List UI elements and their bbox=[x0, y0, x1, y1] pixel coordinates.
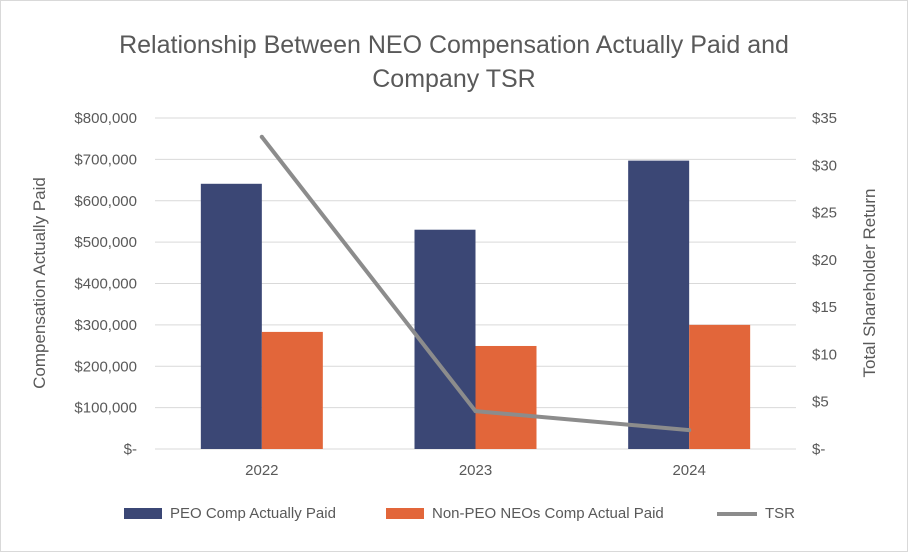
tsr-point-2023 bbox=[473, 409, 478, 414]
left-axis-title: Compensation Actually Paid bbox=[30, 177, 49, 389]
tsr-point-2024 bbox=[687, 428, 692, 433]
left-axis-ticks: $- $100,000 $200,000 $300,000 $400,000 $500,0… bbox=[74, 110, 137, 458]
left-axis-tick-label: $200,000 bbox=[74, 358, 137, 375]
bar-non-peo-2023 bbox=[475, 345, 537, 449]
x-axis-tick-label: 2024 bbox=[672, 462, 705, 479]
legend-swatch-non-peo bbox=[386, 508, 424, 519]
legend-label-non-peo: Non-PEO NEOs Comp Actual Paid bbox=[432, 505, 664, 522]
bar-non-peo-2022 bbox=[261, 331, 323, 449]
bar-non-peo-2024 bbox=[689, 324, 751, 449]
left-axis-tick-label: $700,000 bbox=[74, 151, 137, 168]
left-axis-tick-label: $- bbox=[124, 441, 137, 458]
chart-title-line-2: Company TSR bbox=[372, 65, 536, 93]
legend-item-peo: PEO Comp Actually Paid bbox=[124, 505, 336, 522]
bar-peo-2022 bbox=[200, 183, 262, 449]
right-axis-tick-label: $10 bbox=[812, 346, 837, 363]
legend-label-peo: PEO Comp Actually Paid bbox=[170, 505, 336, 522]
bar-peo-2023 bbox=[414, 229, 476, 449]
left-axis-tick-label: $600,000 bbox=[74, 193, 137, 210]
right-axis-ticks: $- $5 $10 $15 $20 $25 $30 $35 bbox=[812, 110, 837, 458]
x-axis-tick-label: 2023 bbox=[459, 462, 492, 479]
x-axis-tick-label: 2022 bbox=[245, 462, 278, 479]
left-axis-tick-label: $400,000 bbox=[74, 276, 137, 293]
x-axis-ticks: 2022 2023 2024 bbox=[245, 462, 706, 479]
right-axis-tick-label: $30 bbox=[812, 157, 837, 174]
right-axis-tick-label: $25 bbox=[812, 205, 837, 222]
left-axis-tick-label: $100,000 bbox=[74, 400, 137, 417]
tsr-point-2022 bbox=[259, 134, 264, 139]
right-axis-tick-label: $35 bbox=[812, 110, 837, 127]
right-axis-tick-label: $- bbox=[812, 441, 825, 458]
legend-swatch-peo bbox=[124, 508, 162, 519]
chart-title: Relationship Between NEO Compensation Ac… bbox=[0, 28, 908, 96]
right-axis-tick-label: $20 bbox=[812, 252, 837, 269]
right-axis-title: Total Shareholder Return bbox=[860, 188, 879, 377]
legend-label-tsr: TSR bbox=[765, 505, 795, 522]
right-axis-tick-label: $15 bbox=[812, 299, 837, 316]
left-axis-tick-label: $300,000 bbox=[74, 317, 137, 334]
legend: PEO Comp Actually Paid Non-PEO NEOs Comp… bbox=[0, 505, 908, 527]
tsr-line-series bbox=[259, 134, 692, 433]
legend-item-tsr: TSR bbox=[717, 505, 795, 522]
bar-series bbox=[200, 160, 751, 449]
bar-peo-2024 bbox=[628, 160, 690, 449]
right-axis-tick-label: $5 bbox=[812, 394, 829, 411]
chart-title-line-1: Relationship Between NEO Compensation Ac… bbox=[119, 31, 789, 59]
left-axis-tick-label: $500,000 bbox=[74, 234, 137, 251]
left-axis-tick-label: $800,000 bbox=[74, 110, 137, 127]
legend-swatch-tsr bbox=[717, 511, 757, 516]
legend-item-non-peo: Non-PEO NEOs Comp Actual Paid bbox=[386, 505, 664, 522]
